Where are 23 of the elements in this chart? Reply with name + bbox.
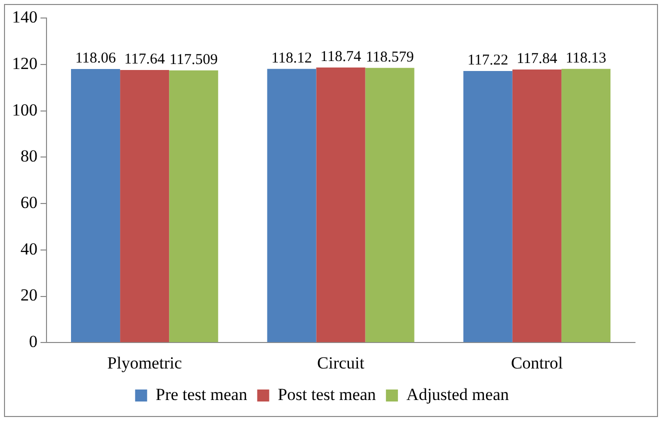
data-label: 118.06 [75, 50, 116, 66]
x-tick-label: Control [510, 353, 564, 372]
legend-label: Post test mean [278, 384, 376, 404]
y-tick-label: 60 [20, 193, 38, 212]
y-tick-label: 140 [12, 8, 38, 27]
x-tick-label: Plyometric [107, 353, 182, 372]
y-tick-label: 100 [12, 100, 38, 120]
data-label: 117.64 [124, 51, 166, 68]
data-label: 118.12 [271, 50, 312, 66]
y-tick-label: 80 [20, 146, 38, 166]
y-tick-label: 0 [29, 332, 38, 352]
y-tick-label: 20 [20, 286, 38, 305]
data-label: 117.84 [516, 50, 558, 67]
data-label: 117.509 [170, 52, 218, 68]
y-tick-label: 120 [12, 54, 38, 74]
y-tick-label: 40 [20, 239, 38, 258]
x-tick-label: Circuit [317, 353, 365, 372]
data-label: 117.22 [468, 52, 508, 68]
legend-label: Adjusted mean [406, 384, 510, 404]
data-label: 118.74 [320, 48, 362, 65]
legend-label: Pre test mean [156, 384, 248, 404]
data-label: 118.579 [366, 49, 414, 66]
data-label: 118.13 [566, 50, 606, 66]
